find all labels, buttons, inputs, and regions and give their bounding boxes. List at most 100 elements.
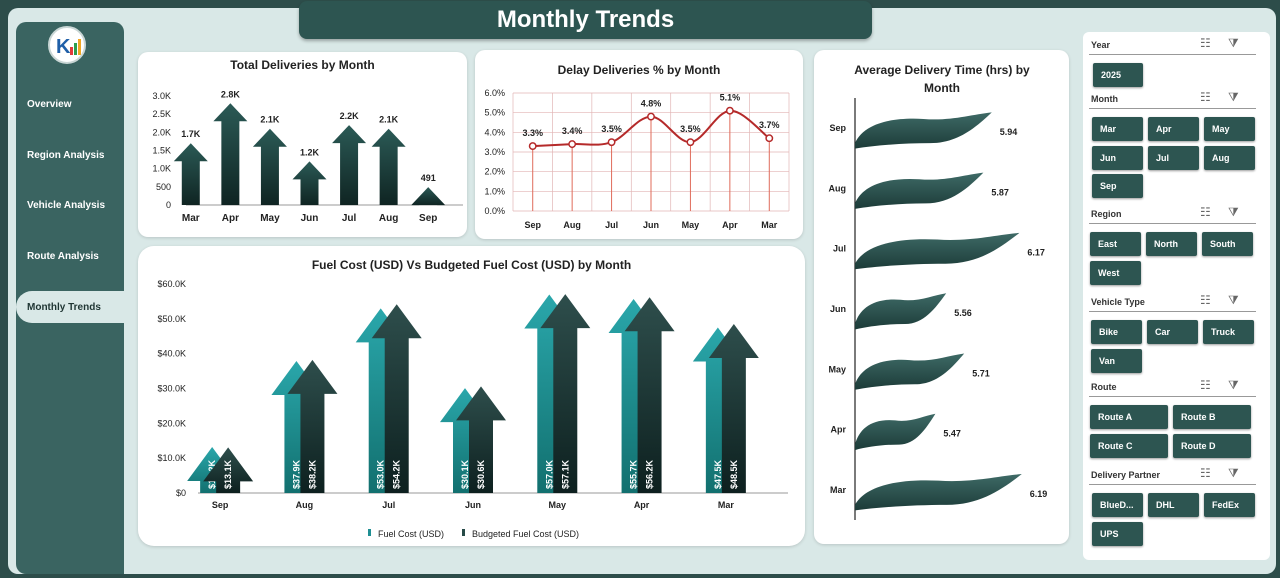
y-tick-label: Jun — [830, 304, 846, 314]
y-tick-label: 0.0% — [484, 206, 505, 216]
clear-filter-icon[interactable]: ⧩ — [1228, 205, 1239, 219]
multi-select-icon[interactable]: ☷ — [1200, 205, 1211, 219]
data-label: $57.1K — [560, 459, 570, 489]
clear-filter-icon[interactable]: ⧩ — [1228, 36, 1239, 50]
data-label: 3.3% — [522, 128, 543, 138]
route-option-route-a[interactable]: Route A — [1090, 405, 1168, 429]
delivery_partner-option-dhl[interactable]: DHL — [1148, 493, 1199, 517]
y-tick-label: 5.0% — [484, 108, 505, 118]
nav-overview-label: Overview — [27, 98, 72, 110]
y-tick-label: 3.0K — [152, 91, 171, 101]
vehicle_type-slicer-label: Vehicle Type — [1091, 297, 1145, 307]
nav-route-analysis[interactable]: Route Analysis — [16, 240, 124, 272]
clear-filter-icon[interactable]: ⧩ — [1228, 90, 1239, 104]
vehicle_type-slicer-divider — [1089, 311, 1256, 312]
x-tick-label: Mar — [182, 213, 200, 224]
delivery_partner-option-ups[interactable]: UPS — [1092, 521, 1143, 546]
svg-text:K: K — [56, 36, 71, 58]
y-tick-label: May — [828, 364, 846, 374]
month-option-may[interactable]: May — [1204, 117, 1255, 141]
data-label: 4.8% — [641, 99, 662, 109]
y-tick-label: 2.5K — [152, 109, 171, 119]
route-option-route-c[interactable]: Route C — [1090, 433, 1168, 458]
x-tick-label: Apr — [722, 220, 738, 230]
legend-swatch — [368, 529, 371, 536]
y-tick-label: 2.0K — [152, 127, 171, 137]
bar-jul — [855, 232, 1020, 270]
nav-vehicle-analysis[interactable]: Vehicle Analysis — [16, 189, 124, 221]
x-tick-label: Jun — [465, 500, 481, 510]
budget-bar-aug — [287, 359, 338, 493]
route-option-route-b[interactable]: Route B — [1173, 405, 1251, 429]
month-option-mar[interactable]: Mar — [1092, 117, 1143, 141]
y-tick-label: 3.0% — [484, 147, 505, 157]
y-tick-label: $20.0K — [157, 418, 186, 428]
y-tick-label: $60.0K — [157, 279, 186, 289]
y-tick-label: $30.0K — [157, 384, 186, 394]
data-label: $54.2K — [392, 459, 402, 489]
delivery_partner-option-blued-[interactable]: BlueD... — [1092, 493, 1143, 517]
multi-select-icon[interactable]: ☷ — [1200, 466, 1211, 480]
data-label: $47.5K — [713, 459, 723, 489]
x-tick-label: Aug — [296, 500, 314, 510]
y-tick-label: Aug — [829, 183, 847, 193]
multi-select-icon[interactable]: ☷ — [1200, 90, 1211, 104]
region-option-north[interactable]: North — [1146, 232, 1197, 256]
route-option-route-d[interactable]: Route D — [1173, 433, 1251, 458]
vehicle_type-option-van[interactable]: Van — [1091, 348, 1142, 373]
region-option-west[interactable]: West — [1090, 260, 1141, 285]
data-label: $38.2K — [307, 459, 317, 489]
month-option-jun[interactable]: Jun — [1092, 145, 1143, 170]
y-tick-label: 500 — [156, 182, 171, 192]
data-label: 5.94 — [1000, 127, 1018, 137]
bar-jun — [292, 161, 327, 205]
vehicle_type-option-car[interactable]: Car — [1147, 320, 1198, 344]
delivery_partner-option-fedex[interactable]: FedEx — [1204, 493, 1255, 517]
region-option-east[interactable]: East — [1090, 232, 1141, 256]
nav-region-analysis[interactable]: Region Analysis — [16, 139, 124, 171]
multi-select-icon[interactable]: ☷ — [1200, 293, 1211, 307]
total-deliveries-card: Total Deliveries by Month 0 500 1.0K 1.5K 2.… — [138, 52, 467, 237]
total-deliveries-chart: 0 500 1.0K 1.5K 2.0K 2.5K 3.0K 1.7K Mar 2.8K Apr 2.… — [152, 89, 463, 224]
bar-sep — [855, 112, 992, 149]
clear-filter-icon[interactable]: ⧩ — [1228, 378, 1239, 392]
y-tick-label: 6.0% — [484, 88, 505, 98]
x-tick-label: Jun — [643, 220, 659, 230]
data-label: 3.5% — [680, 124, 701, 134]
month-option-aug[interactable]: Aug — [1204, 145, 1255, 170]
multi-select-icon[interactable]: ☷ — [1200, 378, 1211, 392]
point-aug — [568, 140, 577, 149]
data-label: 5.71 — [972, 368, 990, 378]
x-tick-label: Mar — [718, 500, 735, 510]
legend-label: Budgeted Fuel Cost (USD) — [472, 529, 579, 539]
vehicle_type-option-bike[interactable]: Bike — [1091, 320, 1142, 344]
budget-bar-apr — [624, 297, 675, 493]
route-slicer-divider — [1089, 396, 1256, 397]
data-label: 1.2K — [300, 147, 320, 157]
fuel-cost-chart: $0 $10.0K $20.0K $30.0K $40.0K $50.0K $60.0K $1… — [157, 279, 788, 539]
data-label: 3.4% — [562, 126, 583, 136]
month-option-jul[interactable]: Jul — [1148, 145, 1199, 170]
nav-monthly-trends-label: Monthly Trends — [27, 301, 101, 313]
data-label: 1.7K — [181, 129, 201, 139]
nav-overview[interactable]: Overview — [16, 88, 124, 120]
fuel-cost-card: Fuel Cost (USD) Vs Budgeted Fuel Cost (U… — [138, 246, 805, 546]
multi-select-icon[interactable]: ☷ — [1200, 36, 1211, 50]
month-option-apr[interactable]: Apr — [1148, 117, 1199, 141]
avg-delivery-time-chart: 5.94 Sep 5.87 Aug 6.17 Jul 5.56 Jun 5.71 May 5.47 A… — [828, 98, 1047, 520]
clear-filter-icon[interactable]: ⧩ — [1228, 466, 1239, 480]
legend-label: Fuel Cost (USD) — [378, 529, 444, 539]
y-tick-label: $40.0K — [157, 349, 186, 359]
point-jun — [647, 112, 655, 121]
month-option-sep[interactable]: Sep — [1092, 174, 1143, 198]
fuel-cost-title: Fuel Cost (USD) Vs Budgeted Fuel Cost (U… — [311, 258, 632, 272]
data-label: 3.7% — [759, 120, 780, 130]
year-option-2025[interactable]: 2025 — [1093, 63, 1143, 87]
vehicle_type-option-truck[interactable]: Truck — [1203, 320, 1254, 344]
y-tick-label: 2.0% — [484, 167, 505, 177]
nav-monthly-trends[interactable]: Monthly Trends — [16, 291, 128, 323]
region-option-south[interactable]: South — [1202, 232, 1253, 256]
data-label: $55.7K — [629, 459, 639, 489]
fuel-cost-bar-jul — [355, 308, 406, 493]
clear-filter-icon[interactable]: ⧩ — [1228, 293, 1239, 307]
